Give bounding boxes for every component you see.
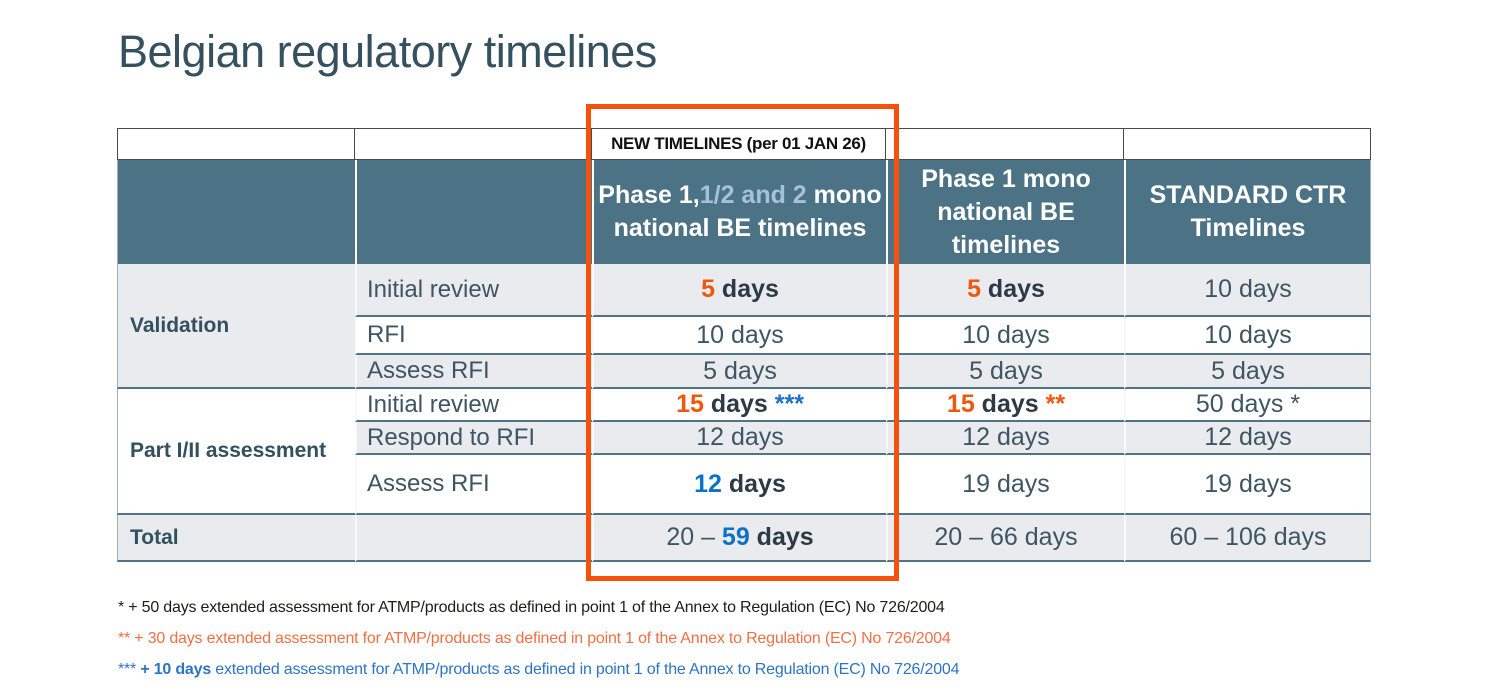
cell-standard-value: 50 days *: [1124, 389, 1371, 422]
header-phase-lightblue-run: 1/2 and 2: [699, 181, 807, 209]
step-label: RFI: [355, 317, 592, 355]
step-label: Initial review: [355, 389, 592, 422]
banner-empty-cell-3: [886, 128, 1124, 160]
cell-phase12-value: 12 days: [592, 455, 886, 515]
cell-standard-value: 19 days: [1124, 455, 1371, 515]
cell-phase12-value: 12 days: [592, 422, 886, 455]
footnote-marker: ***: [118, 661, 141, 678]
cell-standard-value: 10 days: [1124, 264, 1371, 317]
banner-empty-cell-2: [355, 128, 592, 160]
header-phase-white-run: Phase 1,: [598, 181, 700, 209]
cell-phase12-value: 5 days: [592, 355, 886, 389]
cell-phase1-value: 5 days: [886, 355, 1124, 389]
total-empty-cell: [355, 515, 592, 562]
value-number: 12: [694, 469, 722, 498]
footnote-triple-star: *** + 10 days extended assessment for AT…: [118, 661, 959, 679]
step-label: Assess RFI: [355, 355, 592, 389]
step-label: Assess RFI: [355, 455, 592, 515]
footnote-bold-run: + 10 days: [140, 661, 212, 678]
row-assessment-assess-rfi: Assess RFI 12 days 19 days 19 days: [117, 455, 1371, 515]
column-header-row: Phase 1,1/2 and 2 mono national BE timel…: [117, 160, 1371, 264]
value-unit: days: [980, 275, 1045, 303]
group-label-validation: Validation: [117, 264, 355, 389]
banner-row: NEW TIMELINES (per 01 JAN 26): [117, 128, 1371, 160]
cell-phase12-value: 15 days ***: [592, 389, 886, 422]
banner-empty-cell-1: [117, 128, 355, 160]
value-unit: days: [714, 275, 779, 303]
step-label: Respond to RFI: [355, 422, 592, 455]
row-assessment-initial-review: Part I/II assessment Initial review 15 d…: [117, 389, 1371, 515]
value-unit: days: [721, 469, 786, 498]
cell-phase1-value: 10 days: [886, 317, 1124, 355]
total-range-prefix: 20 –: [666, 523, 722, 551]
group-label-total: Total: [117, 515, 355, 562]
cell-phase1-value: 19 days: [886, 455, 1124, 515]
row-validation-rfi: RFI 10 days 10 days 10 days: [117, 317, 1371, 355]
timelines-table: NEW TIMELINES (per 01 JAN 26) Phase 1,1/…: [117, 128, 1371, 562]
slide-title: Belgian regulatory timelines: [118, 26, 657, 77]
footnotes: * + 50 days extended assessment for ATMP…: [118, 599, 959, 692]
cell-phase1-value: 5 days: [886, 264, 1124, 317]
footnote-marker-double-star: **: [1045, 390, 1066, 418]
header-standard-ctr: STANDARD CTR Timelines: [1124, 160, 1371, 264]
step-label: Initial review: [355, 264, 592, 317]
total-number: 59: [721, 523, 750, 551]
header-empty-cell-2: [355, 160, 592, 264]
header-empty-cell-1: [117, 160, 355, 264]
footnote-double-star: ** + 30 days extended assessment for ATM…: [118, 630, 951, 647]
row-assessment-respond-rfi: Respond to RFI 12 days 12 days 12 days: [117, 422, 1371, 455]
cell-phase12-value: 10 days: [592, 317, 886, 355]
cell-standard-value: 5 days: [1124, 355, 1371, 389]
footnote-marker-triple-star: ***: [774, 390, 804, 418]
value-number: 5: [967, 275, 981, 303]
header-phase-1-mono: Phase 1 mono national BE timelines: [886, 160, 1124, 264]
value-unit: days: [703, 390, 775, 418]
cell-standard-total: 60 – 106 days: [1124, 515, 1371, 562]
header-phase-tail-run: mono national BE timelines: [613, 181, 882, 242]
value-unit: days: [974, 390, 1046, 418]
cell-phase12-total: 20 – 59 days: [592, 515, 886, 562]
new-timelines-banner: NEW TIMELINES (per 01 JAN 26): [592, 128, 886, 160]
timelines-table-wrap: NEW TIMELINES (per 01 JAN 26) Phase 1,1/…: [117, 128, 1371, 562]
cell-phase1-value: 12 days: [886, 422, 1124, 455]
header-phase-1-12-2: Phase 1,1/2 and 2 mono national BE timel…: [592, 160, 886, 264]
cell-phase1-value: 15 days **: [886, 389, 1124, 422]
row-validation-initial-review: Validation Initial review 5 days 5 days …: [117, 264, 1371, 389]
banner-empty-cell-4: [1124, 128, 1371, 160]
cell-standard-value: 10 days: [1124, 317, 1371, 355]
value-number: 5: [701, 275, 715, 303]
cell-phase1-total: 20 – 66 days: [886, 515, 1124, 562]
value-number: 15: [946, 390, 975, 418]
row-validation-assess-rfi: Assess RFI 5 days 5 days 5 days: [117, 355, 1371, 389]
footnote-rest-run: extended assessment for ATMP/products as…: [211, 661, 960, 678]
value-number: 15: [676, 390, 704, 418]
group-label-part-assessment: Part I/II assessment: [117, 389, 355, 515]
cell-standard-value: 12 days: [1124, 422, 1371, 455]
total-unit: days: [749, 523, 814, 551]
row-total: Total 20 – 59 days 20 – 66 days 60 – 106…: [117, 515, 1371, 562]
footnote-single-star: * + 50 days extended assessment for ATMP…: [118, 599, 945, 616]
cell-phase12-value: 5 days: [592, 264, 886, 317]
